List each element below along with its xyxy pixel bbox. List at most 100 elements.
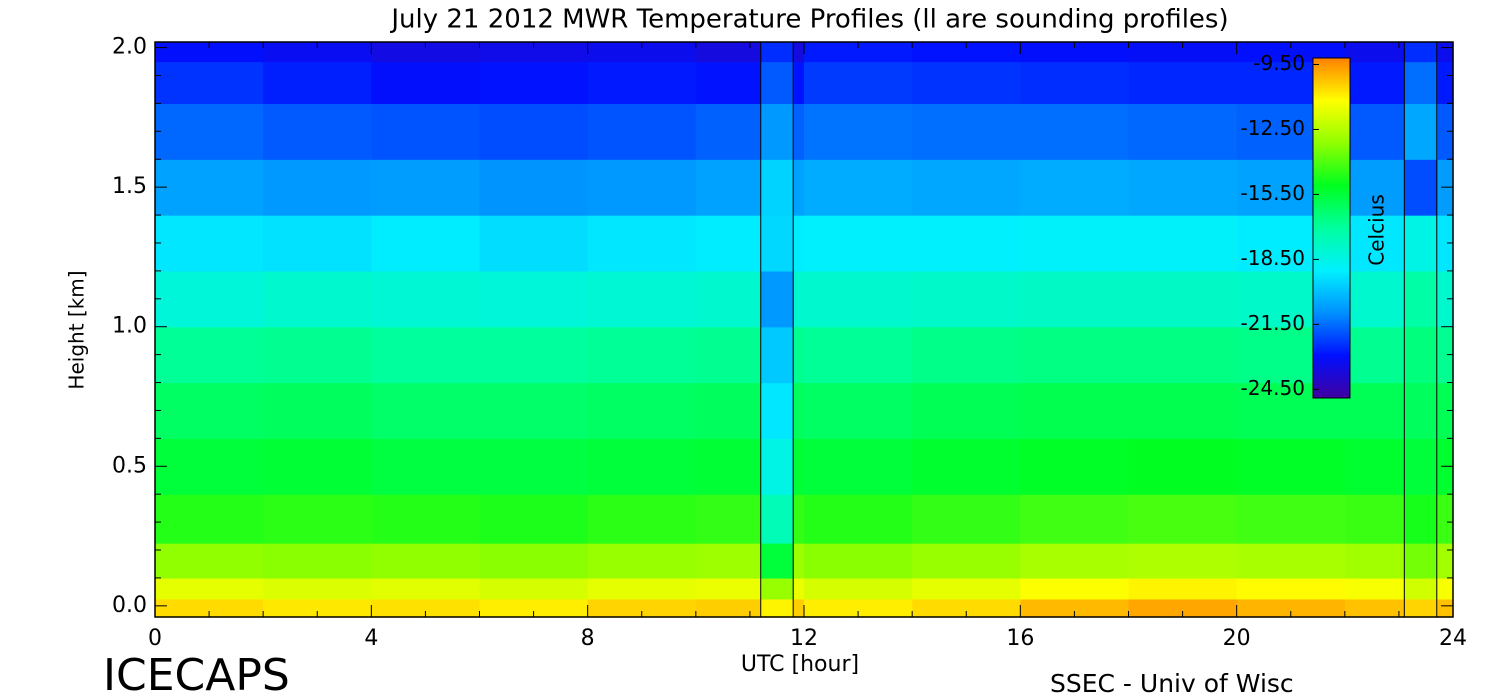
heat-cell [1020, 438, 1130, 495]
heat-cell [263, 215, 372, 272]
heat-cell [155, 543, 264, 579]
heat-cell [912, 382, 1021, 439]
x-tick-label: 24 [1439, 626, 1467, 651]
heat-cell [155, 438, 264, 495]
heat-cell [912, 598, 1021, 618]
heat-cell [1236, 598, 1346, 618]
footer-left: ICECAPS [103, 650, 290, 700]
heat-cell [479, 382, 589, 439]
colorbar [1312, 57, 1351, 399]
heat-cell [804, 215, 913, 272]
heat-cell [1404, 543, 1438, 579]
heat-cell [1236, 42, 1346, 63]
heat-cell [760, 598, 794, 618]
heat-cell [912, 42, 1021, 63]
heat-cell [263, 270, 372, 328]
heat-cell [1404, 598, 1438, 618]
heat-cell [479, 42, 589, 63]
heat-cell [371, 326, 481, 384]
x-tick-label: 0 [148, 626, 162, 651]
heat-cell [1020, 326, 1130, 384]
heat-cell [263, 61, 372, 105]
y-axis-label: Height [km] [65, 270, 89, 389]
y-tick-label: 1.0 [112, 314, 147, 339]
heat-cell [587, 438, 697, 495]
heat-cell [760, 543, 794, 579]
heat-cell [479, 159, 589, 216]
heat-cell [587, 382, 697, 439]
heat-cell [155, 42, 264, 63]
heat-cell [263, 577, 372, 600]
heat-cell [1404, 438, 1438, 495]
heat-cell [371, 215, 481, 272]
heat-cell [479, 61, 589, 105]
heat-cell [371, 382, 481, 439]
heat-cell [1128, 577, 1238, 600]
colorbar-tick-label: -15.50 [1241, 181, 1305, 205]
heat-cell [371, 598, 481, 618]
colorbar-tick-label: -18.50 [1241, 246, 1305, 270]
heat-cell [804, 543, 913, 579]
heat-cell [155, 215, 264, 272]
heat-cell [479, 438, 589, 495]
heat-cell [587, 577, 697, 600]
heat-cell [1020, 42, 1130, 63]
heat-cell [1020, 382, 1130, 439]
heat-cell [1236, 543, 1346, 579]
heat-cell [1128, 61, 1238, 105]
heat-cell [263, 326, 372, 384]
heat-cell [1404, 326, 1438, 384]
heat-cell [912, 326, 1021, 384]
heat-cell [804, 382, 913, 439]
x-tick-label: 16 [1006, 626, 1034, 651]
heat-cell [760, 438, 794, 495]
heat-cell [263, 494, 372, 544]
heat-cell [587, 103, 697, 160]
heat-cell [263, 598, 372, 618]
heat-cell [479, 543, 589, 579]
heat-cell [1128, 42, 1238, 63]
heat-cell [587, 215, 697, 272]
heat-cell [263, 543, 372, 579]
heat-cell [479, 494, 589, 544]
heat-cell [804, 42, 913, 63]
heat-cell [804, 270, 913, 328]
heat-cell [371, 577, 481, 600]
heat-cell [1128, 270, 1238, 328]
heat-cell [912, 270, 1021, 328]
heat-cell [1128, 382, 1238, 439]
heat-cell [804, 598, 913, 618]
heat-cell [804, 494, 913, 544]
heat-cell [760, 382, 794, 439]
heat-cell [587, 598, 697, 618]
heat-cell [760, 494, 794, 544]
heat-cell [155, 103, 264, 160]
heat-cell [1128, 326, 1238, 384]
heat-cell [1128, 438, 1238, 495]
heat-cell [587, 494, 697, 544]
heat-cell [1404, 215, 1438, 272]
heat-cell [804, 61, 913, 105]
heat-cell [760, 42, 794, 63]
heat-cell [1020, 215, 1130, 272]
heat-cell [1020, 494, 1130, 544]
chart-title: July 21 2012 MWR Temperature Profiles (l… [389, 5, 1228, 35]
x-tick-label: 4 [364, 626, 378, 651]
heat-cell [587, 42, 697, 63]
heat-cell [1404, 42, 1438, 63]
x-tick-label: 20 [1223, 626, 1251, 651]
heat-cell [912, 103, 1021, 160]
colorbar-label: Celcius [1365, 194, 1389, 265]
colorbar-tick-label: -12.50 [1241, 116, 1305, 140]
heat-cell [155, 577, 264, 600]
heat-cell [371, 42, 481, 63]
heat-cell [760, 159, 794, 216]
y-tick-label: 2.0 [112, 35, 147, 60]
heat-cell [1128, 598, 1238, 618]
heat-cell [263, 159, 372, 216]
heat-cell [479, 215, 589, 272]
heat-cell [760, 215, 794, 272]
heat-cell [479, 577, 589, 600]
y-tick-label: 1.5 [112, 174, 147, 199]
heat-cell [760, 577, 794, 600]
